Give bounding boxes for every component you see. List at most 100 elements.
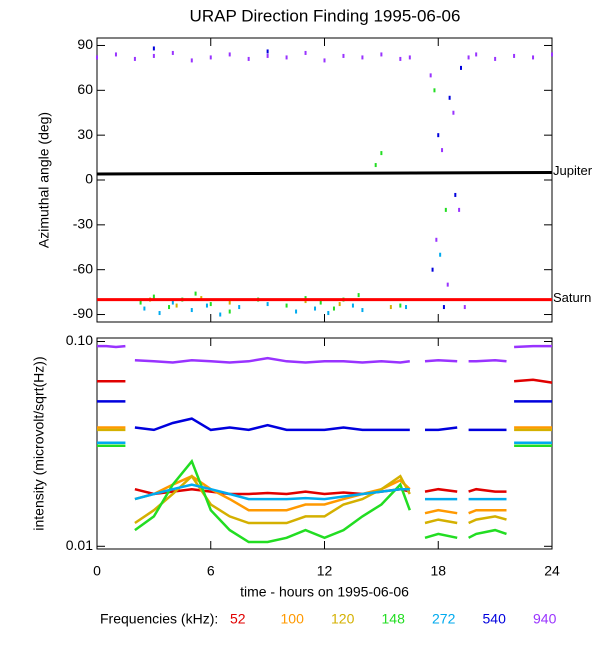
point xyxy=(171,50,174,55)
point xyxy=(319,300,322,305)
legend-entry: 272 xyxy=(432,611,456,627)
point xyxy=(266,53,269,58)
point xyxy=(551,52,553,57)
series-line xyxy=(97,400,552,432)
point xyxy=(441,148,444,153)
point xyxy=(314,306,317,311)
point xyxy=(380,151,383,156)
series-line xyxy=(97,441,552,501)
point xyxy=(158,311,161,316)
y-axis-label: intensity (microvolt/sqrt(Hz)) xyxy=(31,356,47,530)
point xyxy=(532,55,535,60)
point xyxy=(342,53,345,58)
series-line xyxy=(97,444,552,544)
point xyxy=(460,65,462,70)
point xyxy=(435,237,438,242)
point xyxy=(228,300,231,305)
point xyxy=(114,52,117,57)
series-line xyxy=(97,344,552,364)
series-line xyxy=(97,428,552,525)
point xyxy=(205,303,208,308)
point xyxy=(399,56,402,61)
reference-line xyxy=(96,171,553,176)
point xyxy=(247,56,250,61)
point xyxy=(361,55,364,60)
point xyxy=(327,311,330,316)
point xyxy=(475,52,478,57)
y-tick-label: 30 xyxy=(77,126,93,142)
point xyxy=(133,56,136,61)
point xyxy=(304,50,307,55)
y-tick-label: -30 xyxy=(73,216,93,232)
point xyxy=(228,309,231,314)
legend-title: Frequencies (kHz): xyxy=(100,611,218,627)
x-tick-label: 24 xyxy=(544,563,560,579)
point xyxy=(452,110,455,115)
point xyxy=(139,300,142,305)
point xyxy=(437,133,440,138)
legend-entry: 148 xyxy=(382,611,406,627)
x-tick-label: 0 xyxy=(93,563,101,579)
point xyxy=(190,58,193,63)
y-tick-label: 0.01 xyxy=(66,537,93,553)
point xyxy=(405,305,408,310)
y-tick-label: 0.10 xyxy=(66,332,93,348)
x-tick-label: 12 xyxy=(317,563,333,579)
point xyxy=(175,303,178,308)
y-tick-label: 90 xyxy=(77,36,93,52)
point xyxy=(444,207,447,212)
point xyxy=(209,302,212,307)
point xyxy=(295,309,298,314)
reference-label: Saturn xyxy=(553,290,591,305)
point xyxy=(219,312,222,317)
point xyxy=(209,55,212,60)
point xyxy=(431,267,434,272)
point xyxy=(190,308,193,313)
point xyxy=(143,306,146,311)
point xyxy=(446,282,449,287)
x-axis-label: time - hours on 1995-06-06 xyxy=(240,584,409,600)
point xyxy=(513,53,516,58)
point xyxy=(439,252,442,257)
point xyxy=(380,52,383,57)
point xyxy=(266,49,269,54)
point xyxy=(463,305,466,310)
point xyxy=(152,294,155,299)
point xyxy=(323,58,326,63)
point xyxy=(332,306,335,311)
point xyxy=(152,53,155,58)
chart-title: URAP Direction Finding 1995-06-06 xyxy=(190,6,461,25)
y-tick-label: -90 xyxy=(73,305,93,321)
y-tick-label: -60 xyxy=(73,260,93,276)
point xyxy=(448,95,451,100)
point xyxy=(338,302,341,307)
point xyxy=(399,303,402,308)
point xyxy=(285,303,288,308)
legend-entry: 940 xyxy=(533,611,557,627)
x-tick-label: 6 xyxy=(207,563,215,579)
point xyxy=(361,308,364,313)
series-line xyxy=(97,426,552,515)
point xyxy=(194,291,197,296)
point xyxy=(238,305,241,310)
point xyxy=(152,46,155,51)
point xyxy=(171,300,174,305)
point xyxy=(389,305,392,310)
point xyxy=(458,207,461,212)
point xyxy=(96,55,98,60)
point xyxy=(433,88,436,93)
y-tick-label: 60 xyxy=(77,81,93,97)
y-axis-label: Azimuthal angle (deg) xyxy=(36,112,52,248)
plot-frame xyxy=(96,37,553,323)
point xyxy=(429,73,432,78)
point xyxy=(454,192,457,197)
point xyxy=(357,293,360,298)
point xyxy=(494,56,497,61)
point xyxy=(285,55,288,60)
point xyxy=(374,163,377,168)
legend-entry: 120 xyxy=(331,611,355,627)
legend-entry: 540 xyxy=(483,611,507,627)
point xyxy=(351,303,354,308)
point xyxy=(228,52,231,57)
